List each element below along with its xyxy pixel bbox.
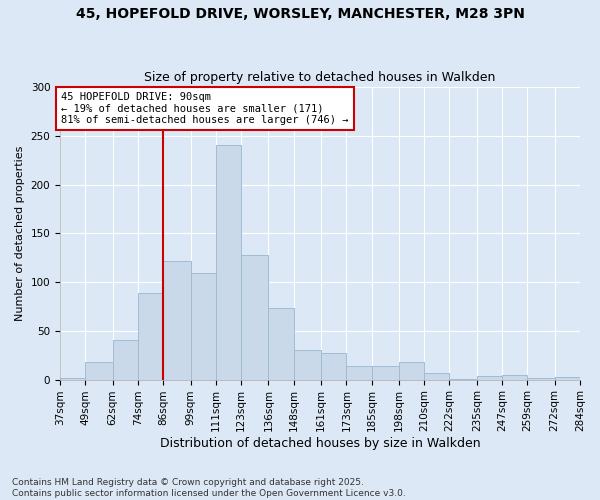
Bar [138,293,163,380]
X-axis label: Distribution of detached houses by size in Walkden: Distribution of detached houses by size … [160,437,481,450]
Bar [241,255,268,380]
Title: Size of property relative to detached houses in Walkden: Size of property relative to detached ho… [145,72,496,85]
Bar [346,366,371,380]
Bar [502,374,527,380]
Bar [321,354,346,380]
Bar [399,362,424,380]
Bar [113,340,138,380]
Y-axis label: Number of detached properties: Number of detached properties [15,146,25,321]
Bar [477,376,502,380]
Bar [527,378,555,380]
Bar [424,373,449,380]
Bar [555,376,580,380]
Bar [371,366,399,380]
Text: 45 HOPEFOLD DRIVE: 90sqm
← 19% of detached houses are smaller (171)
81% of semi-: 45 HOPEFOLD DRIVE: 90sqm ← 19% of detach… [61,92,349,125]
Bar [191,274,216,380]
Bar [268,308,293,380]
Bar [60,378,85,380]
Bar [85,362,113,380]
Bar [293,350,321,380]
Text: 45, HOPEFOLD DRIVE, WORSLEY, MANCHESTER, M28 3PN: 45, HOPEFOLD DRIVE, WORSLEY, MANCHESTER,… [76,8,524,22]
Bar [449,378,477,380]
Bar [216,144,241,380]
Text: Contains HM Land Registry data © Crown copyright and database right 2025.
Contai: Contains HM Land Registry data © Crown c… [12,478,406,498]
Bar [163,260,191,380]
